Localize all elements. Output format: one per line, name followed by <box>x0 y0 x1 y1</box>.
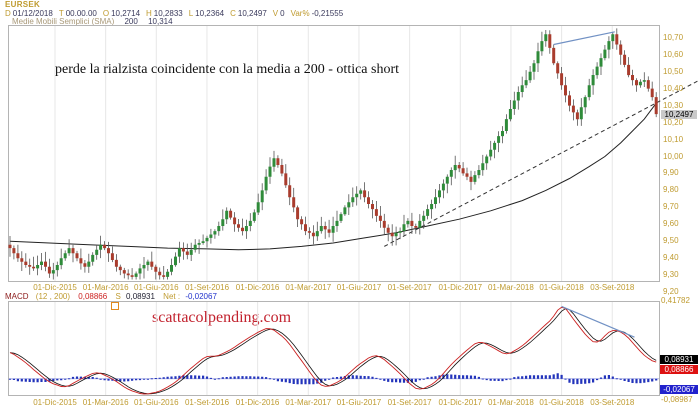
last-price-badge: 10,2497 <box>661 110 697 119</box>
rising-trendline[interactable] <box>384 79 700 247</box>
price-tick-label: 10,20 <box>663 117 684 127</box>
ohlc-field-value: 01/12/2018 <box>12 9 53 18</box>
sma-legend-period: 200 <box>124 17 138 26</box>
macd-params: (12 , 200) <box>35 292 71 301</box>
macd-net-label: Net : <box>163 292 181 301</box>
price-tick-label: 9,60 <box>663 219 679 229</box>
main-price-chart[interactable] <box>8 25 700 283</box>
date-tick-label: 01-Dic-2015 <box>33 283 77 292</box>
price-tick-label: 10,40 <box>663 83 684 93</box>
ohlc-field-value: 00.00.00 <box>65 9 97 18</box>
date-tick-label: 01-Giu-2016 <box>134 398 179 407</box>
sma-legend-value: 10,314 <box>148 17 173 26</box>
macd-name: MACD <box>5 292 29 301</box>
price-tick-label: 10,00 <box>663 151 684 161</box>
macd-signal-line[interactable] <box>9 308 657 395</box>
price-tick-label: 9,40 <box>663 253 679 263</box>
ohlc-field-label: T <box>58 9 64 18</box>
date-tick-label: 01-Set-2016 <box>184 283 230 292</box>
price-tick-label: 9,90 <box>663 168 679 178</box>
ohlc-field-value: 10,2364 <box>195 9 225 18</box>
ohlc-field-label: H <box>146 9 152 18</box>
date-tick-label: 01-Giu-2017 <box>336 398 382 407</box>
price-tick-label: 9,70 <box>663 202 679 212</box>
symbol-label: EURSEK <box>5 0 41 9</box>
date-tick-label: 01-Mar-2018 <box>487 283 534 292</box>
date-tick-label: 01-Mar-2018 <box>487 398 534 407</box>
watermark-text: scattacolpending.com <box>152 309 292 326</box>
date-tick-label: 01-Mar-2017 <box>285 283 332 292</box>
annotation-anchor-icon[interactable] <box>111 302 119 310</box>
date-tick-label: 01-Dic-2017 <box>438 398 483 407</box>
date-tick-label: 01-Set-2016 <box>184 398 230 407</box>
price-tick-label: 9,20 <box>663 287 679 297</box>
macd-axis-min-label: -0,08987 <box>661 395 693 404</box>
ohlc-field-value: 0 <box>280 9 285 18</box>
macd-net-badge: -0,02067 <box>660 385 698 394</box>
date-tick-label: 01-Giu-2016 <box>134 283 179 292</box>
price-tick-label: 10,10 <box>663 134 684 144</box>
main-plot-border <box>8 25 660 282</box>
date-tick-label: 01-Dic-2015 <box>33 398 77 407</box>
date-tick-label: 03-Set-2018 <box>590 283 635 292</box>
macd-axis-max-label: 0,41782 <box>661 296 690 305</box>
sma-legend-name: Medie Mobili Semplici (SMA) <box>12 17 115 26</box>
price-axis[interactable]: 10,70 10,60 10,50 10,40 10,30 10,20 10,10 10,00… <box>660 25 700 303</box>
macd-line[interactable] <box>9 306 657 395</box>
candles-up <box>36 34 646 277</box>
macd-net-value: -0,02067 <box>185 292 217 301</box>
ohlc-field-value: 10,2714 <box>111 9 141 18</box>
date-tick-label: 01-Giu-2017 <box>336 283 382 292</box>
date-tick-label: 03-Set-2018 <box>590 398 635 407</box>
trend-annotation: perde la rialzista coincidente con la me… <box>55 62 400 77</box>
ohlc-field-label: D <box>5 9 11 18</box>
sma-legend: Medie Mobili Semplici (SMA) 200 10,314 <box>12 18 173 26</box>
date-tick-label: 01-Giu-2018 <box>539 398 584 407</box>
price-tick-label: 9,50 <box>663 236 679 246</box>
price-tick-label: 10,50 <box>663 66 684 76</box>
ohlc-field-value: 10,2833 <box>153 9 183 18</box>
instrument-header: EURSEK <box>5 1 40 9</box>
price-divergence-line[interactable] <box>553 31 615 46</box>
date-tick-label: 01-Mar-2016 <box>82 398 129 407</box>
date-axis-macd[interactable]: 01-Dic-2015 01-Mar-2016 01-Giu-2016 01-Set-… <box>8 398 660 408</box>
macd-chart-canvas[interactable] <box>8 301 700 397</box>
ohlc-field-label: Var% <box>290 9 310 18</box>
macd-value-badge: 0,08866 <box>660 365 698 374</box>
price-tick-label: 9,30 <box>663 270 679 280</box>
date-tick-label: 01-Mar-2017 <box>285 398 332 407</box>
price-tick-label: 10,30 <box>663 100 684 110</box>
date-tick-label: 01-Dic-2016 <box>235 398 280 407</box>
date-tick-label: 01-Mar-2016 <box>82 283 129 292</box>
macd-header: MACD (12 , 200) 0,08866 S 0,08931 Net : … <box>5 293 217 301</box>
macd-histogram <box>8 373 658 385</box>
date-tick-label: 01-Giu-2018 <box>539 283 584 292</box>
ohlc-field-label: O <box>102 9 110 18</box>
price-tick-label: 9,80 <box>663 185 679 195</box>
price-tick-label: 10,60 <box>663 49 684 59</box>
date-axis-main[interactable]: 01-Dic-2015 01-Mar-2016 01-Giu-2016 01-Set-… <box>8 283 660 293</box>
ohlc-field-value: -0,21555 <box>311 9 344 18</box>
main-chart-canvas[interactable] <box>8 25 700 283</box>
macd-signal-value: 0,08931 <box>126 292 155 301</box>
date-tick-label: 01-Set-2017 <box>387 283 432 292</box>
macd-divergence-line[interactable] <box>561 305 635 338</box>
date-tick-label: 01-Dic-2017 <box>438 283 483 292</box>
ohlc-field-label: C <box>230 9 236 18</box>
macd-plot-border <box>8 301 660 396</box>
macd-chart[interactable] <box>8 301 700 397</box>
date-tick-label: 01-Dic-2016 <box>235 283 280 292</box>
macd-signal-label: S <box>115 292 121 301</box>
ohlc-field-label: L <box>188 9 194 18</box>
macd-signal-badge: 0,08931 <box>660 355 698 364</box>
ohlc-field-label: V <box>272 9 279 18</box>
candles-down <box>8 34 658 277</box>
ohlc-row: D 01/12/2018 T 00.00.00 O 10,2714 H 10,2833 L 10,… <box>5 10 349 18</box>
ohlc-field-value: 10,2497 <box>237 9 267 18</box>
date-tick-label: 01-Set-2017 <box>387 398 432 407</box>
macd-value: 0,08866 <box>78 292 108 301</box>
price-tick-label: 10,70 <box>663 32 684 42</box>
